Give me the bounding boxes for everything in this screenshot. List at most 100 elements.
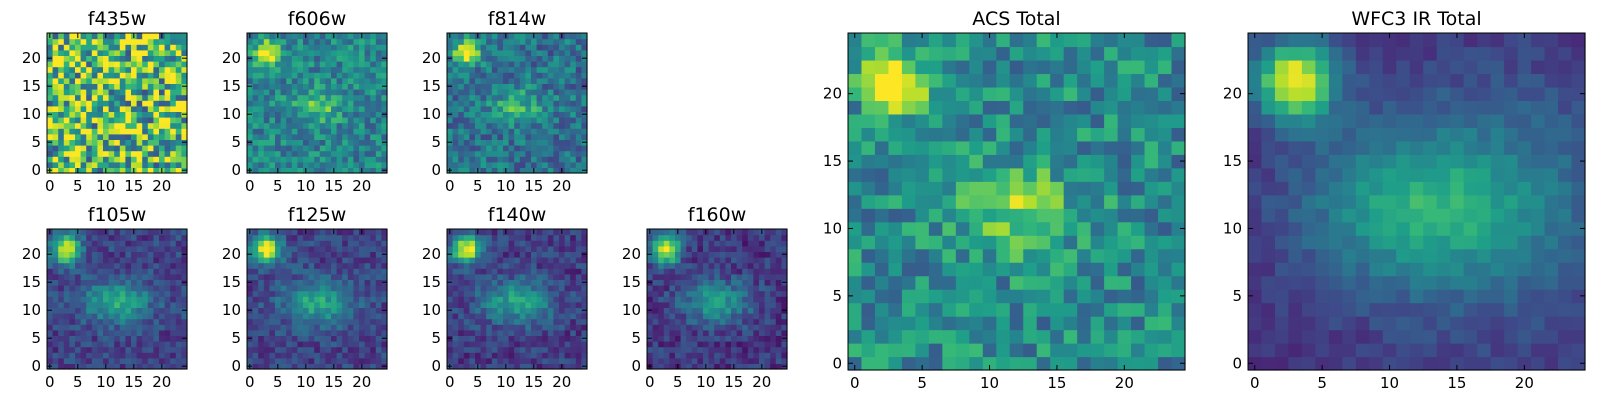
image-pixel <box>525 229 532 236</box>
image-pixel <box>136 245 143 252</box>
image-pixel <box>247 156 254 163</box>
image-pixel <box>503 234 510 241</box>
image-pixel <box>159 273 166 280</box>
image-pixel <box>497 139 504 146</box>
image-pixel <box>119 257 126 264</box>
image-pixel <box>703 262 710 269</box>
image-pixel <box>770 363 777 370</box>
image-pixel <box>91 329 98 336</box>
image-pixel <box>252 128 259 135</box>
f606w-title: f606w <box>288 8 347 30</box>
image-pixel <box>131 150 138 157</box>
image-pixel <box>263 105 270 112</box>
image-pixel <box>508 234 515 241</box>
image-pixel <box>364 105 371 112</box>
image-pixel <box>469 257 476 264</box>
image-pixel <box>286 167 293 174</box>
image-pixel <box>697 290 704 297</box>
image-pixel <box>497 133 504 140</box>
image-pixel <box>469 234 476 241</box>
image-pixel <box>86 346 93 353</box>
image-pixel <box>47 313 54 320</box>
image-pixel <box>347 234 354 241</box>
image-pixel <box>1077 302 1092 317</box>
image-pixel <box>336 105 343 112</box>
image-pixel <box>91 279 98 286</box>
image-pixel <box>770 245 777 252</box>
image-pixel <box>86 296 93 303</box>
image-pixel <box>514 301 521 308</box>
image-pixel <box>75 66 82 73</box>
image-pixel <box>175 105 182 112</box>
y-tick-label: 0 <box>431 161 441 179</box>
image-pixel <box>775 240 782 247</box>
image-pixel <box>181 38 188 45</box>
image-pixel <box>742 285 749 292</box>
image-pixel <box>497 89 504 96</box>
image-pixel <box>97 66 104 73</box>
image-pixel <box>114 77 121 84</box>
image-pixel <box>114 262 121 269</box>
image-pixel <box>103 139 110 146</box>
image-pixel <box>147 273 154 280</box>
image-pixel <box>781 301 788 308</box>
image-pixel <box>308 234 315 241</box>
image-pixel <box>759 234 766 241</box>
image-pixel <box>553 61 560 68</box>
image-pixel <box>463 301 470 308</box>
f435w-title: f435w <box>88 8 147 30</box>
image-pixel <box>725 301 732 308</box>
image-pixel <box>269 94 276 101</box>
image-pixel <box>747 234 754 241</box>
image-pixel <box>675 251 682 258</box>
image-pixel <box>97 257 104 264</box>
image-pixel <box>63 234 70 241</box>
image-pixel <box>347 245 354 252</box>
image-pixel <box>303 161 310 168</box>
image-pixel <box>97 100 104 107</box>
image-pixel <box>342 273 349 280</box>
image-pixel <box>486 318 493 325</box>
image-pixel <box>508 301 515 308</box>
image-pixel <box>1090 329 1105 344</box>
image-pixel <box>247 128 254 135</box>
image-pixel <box>531 245 538 252</box>
image-pixel <box>359 122 366 129</box>
image-pixel <box>697 357 704 364</box>
image-pixel <box>331 335 338 342</box>
image-pixel <box>286 279 293 286</box>
image-pixel <box>669 307 676 314</box>
image-pixel <box>547 318 554 325</box>
image-pixel <box>996 275 1011 290</box>
image-pixel <box>308 49 315 56</box>
image-pixel <box>331 318 338 325</box>
image-pixel <box>559 72 566 79</box>
image-pixel <box>531 44 538 51</box>
image-pixel <box>982 275 997 290</box>
image-pixel <box>75 245 82 252</box>
image-pixel <box>669 234 676 241</box>
image-pixel <box>52 100 59 107</box>
image-pixel <box>514 318 521 325</box>
image-pixel <box>1090 356 1105 371</box>
image-pixel <box>280 318 287 325</box>
image-pixel <box>764 240 771 247</box>
image-pixel <box>97 307 104 314</box>
image-pixel <box>291 229 298 236</box>
image-pixel <box>297 279 304 286</box>
image-pixel <box>108 139 115 146</box>
image-pixel <box>75 279 82 286</box>
image-pixel <box>680 273 687 280</box>
image-pixel <box>263 161 270 168</box>
image-pixel <box>1117 167 1132 182</box>
image-pixel <box>480 257 487 264</box>
image-pixel <box>52 167 59 174</box>
image-pixel <box>764 268 771 275</box>
image-pixel <box>181 290 188 297</box>
image-pixel <box>491 363 498 370</box>
image-pixel <box>658 245 665 252</box>
image-pixel <box>491 133 498 140</box>
image-pixel <box>286 111 293 118</box>
image-pixel <box>888 167 903 182</box>
image-pixel <box>181 357 188 364</box>
